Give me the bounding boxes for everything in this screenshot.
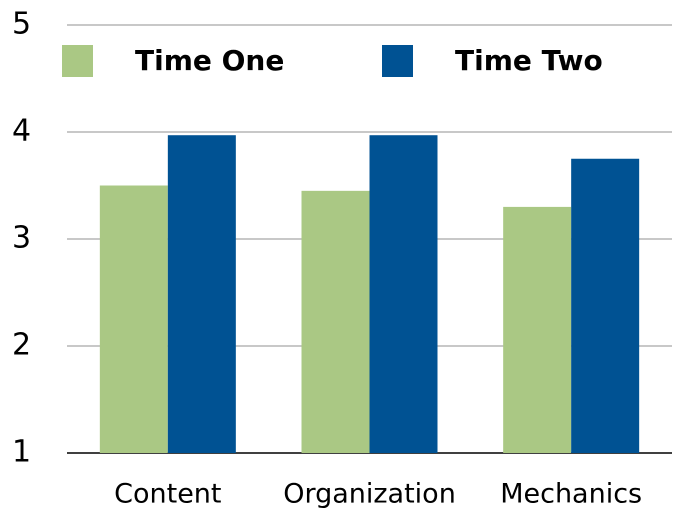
bar <box>99 185 168 453</box>
legend-label: Time Two <box>455 44 603 77</box>
y-tick-label: 4 <box>12 114 31 149</box>
bar <box>167 135 236 453</box>
y-tick-label: 1 <box>12 435 31 470</box>
legend-swatch <box>382 45 413 77</box>
x-tick-label: Content <box>114 479 221 510</box>
bar <box>369 135 438 453</box>
y-tick-label: 5 <box>12 7 31 42</box>
y-tick-label: 3 <box>12 221 31 256</box>
bar <box>571 158 640 453</box>
bar <box>503 206 572 453</box>
legend-label: Time One <box>135 44 284 77</box>
y-tick-label: 2 <box>12 328 31 363</box>
x-tick-label: Mechanics <box>500 479 642 510</box>
bar <box>301 190 370 453</box>
legend-swatch <box>62 45 93 77</box>
x-tick-label: Organization <box>283 479 456 510</box>
